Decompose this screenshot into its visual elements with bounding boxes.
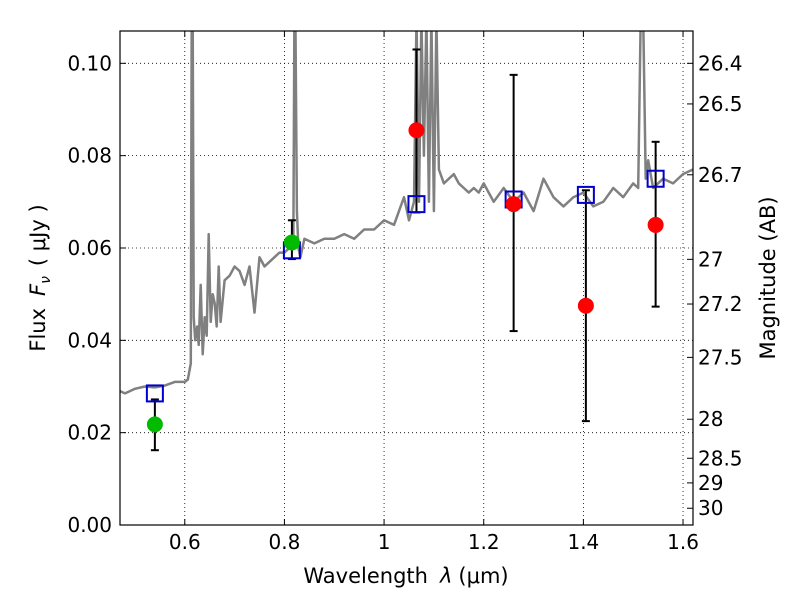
magnitude-tick-label: 26.4 [698, 51, 743, 75]
y-tick-label: 0.02 [67, 421, 112, 445]
plot-frame [119, 30, 694, 526]
measurement-point [647, 216, 664, 233]
model-photometry-box [407, 195, 426, 214]
magnitude-tick-label: 28.5 [698, 446, 743, 470]
magnitude-tick-label: 29 [698, 471, 723, 495]
y-axis-ticks: 0.00 0.02 0.04 0.06 0.08 0.10 [67, 51, 126, 537]
magnitude-axis-label: Magnitude (AB) [756, 196, 780, 359]
spectrum-line [120, 31, 693, 395]
model-photometry-box [646, 169, 665, 188]
magnitude-tick-label: 26.7 [698, 163, 743, 187]
measurement-point [505, 196, 522, 213]
detection-point [283, 234, 300, 251]
model-photometry-box [145, 384, 164, 403]
magnitude-tick-label: 30 [698, 496, 723, 520]
x-tick-label: 1.6 [667, 530, 699, 554]
x-tick-label: 1 [378, 530, 391, 554]
measurement-point [408, 122, 425, 139]
y-tick-label: 0.08 [67, 144, 112, 168]
magnitude-tick-label: 27.5 [698, 345, 743, 369]
x-axis-ticks: 0.6 0.8 1 1.2 1.4 1.6 [169, 31, 699, 554]
y-axis-label: FluxFν( μJy ) [26, 204, 54, 351]
x-tick-label: 1.4 [567, 530, 599, 554]
measurement-point [577, 297, 594, 314]
x-tick-label: 0.6 [169, 530, 201, 554]
magnitude-tick-label: 28 [698, 407, 723, 431]
model-photometry-box [576, 185, 595, 204]
y-tick-label: 0.04 [67, 328, 112, 352]
spectrum-layer [120, 31, 693, 395]
x-tick-label: 0.8 [269, 530, 301, 554]
y-tick-label: 0.06 [67, 236, 112, 260]
magnitude-tick-label: 26.5 [698, 92, 743, 116]
magnitude-tick-label: 27.2 [698, 292, 743, 316]
y-tick-label: 0.10 [67, 51, 112, 75]
x-tick-label: 1.2 [468, 530, 500, 554]
magnitude-tick-label: 27 [698, 247, 723, 271]
observed-photometry [146, 122, 664, 433]
x-axis-label: Wavelength λ (μm) [303, 564, 508, 588]
detection-point [146, 416, 163, 433]
y-tick-label: 0.00 [67, 513, 112, 537]
